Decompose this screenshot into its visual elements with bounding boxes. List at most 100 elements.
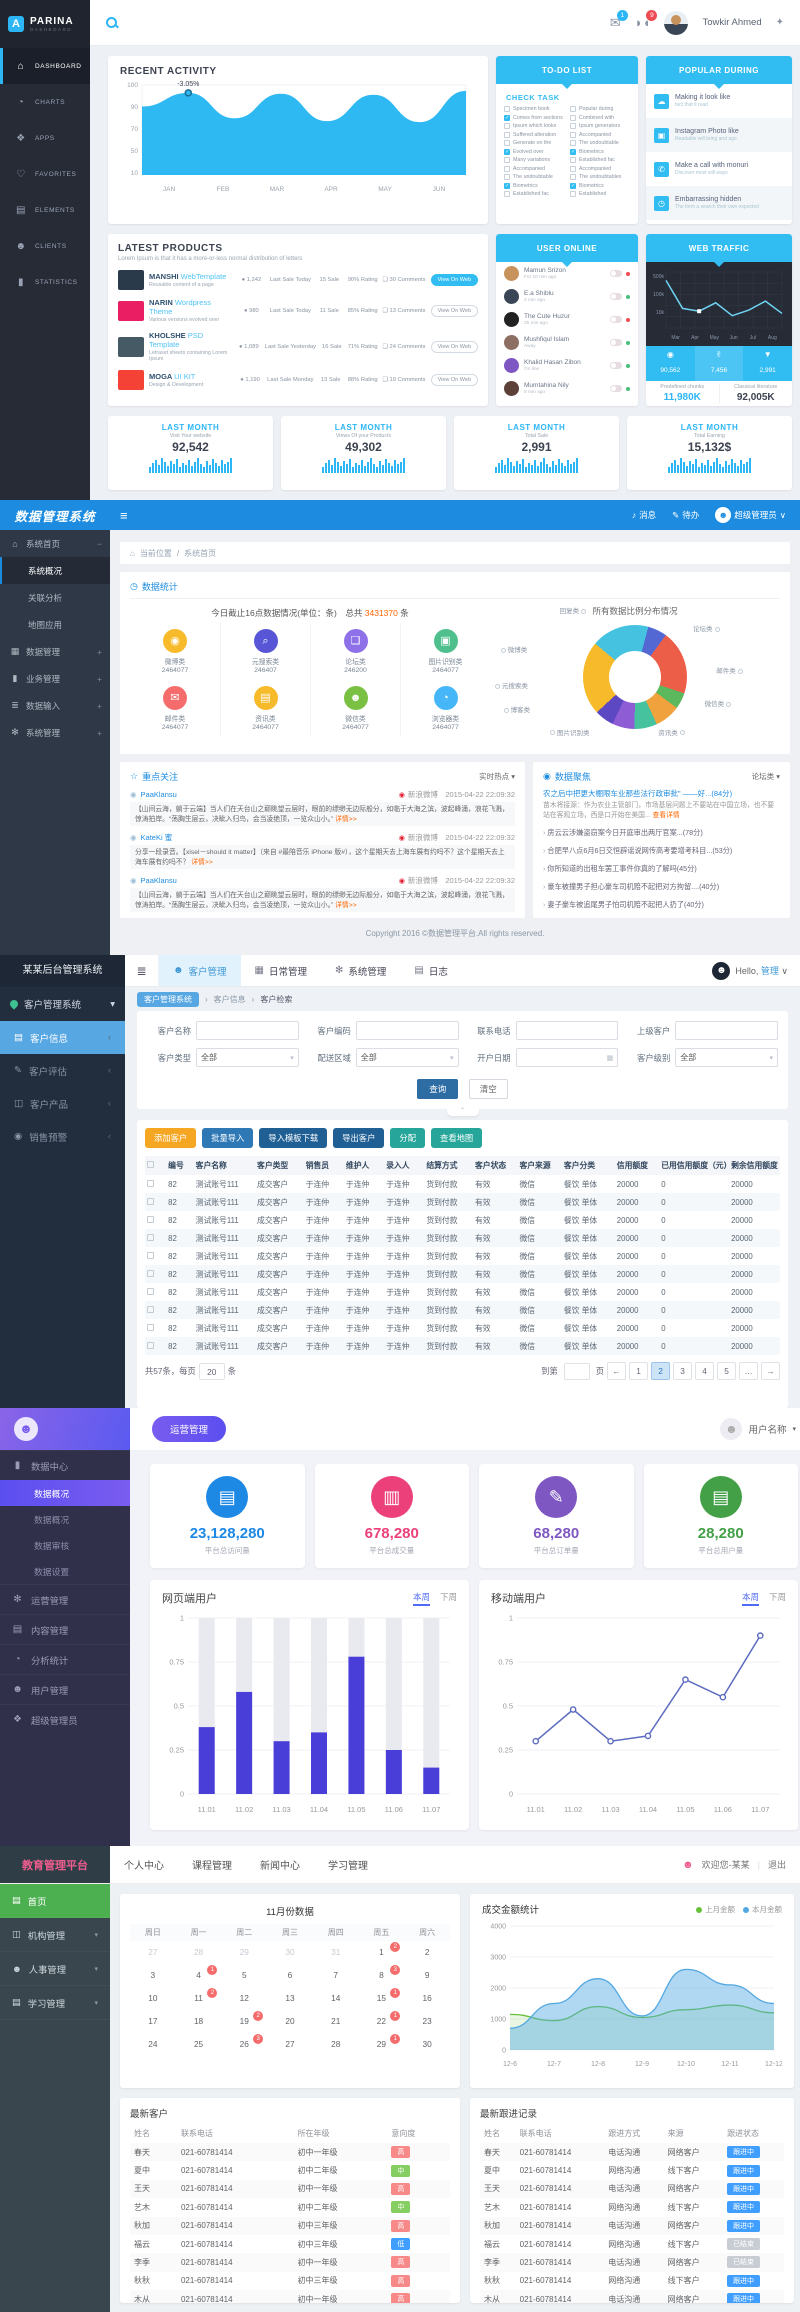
sidebar-item-学习管理[interactable]: ▤ 学习管理 ▾ — [0, 1986, 110, 2020]
prev-page-button[interactable]: ← — [607, 1362, 626, 1380]
toggle[interactable] — [610, 270, 622, 277]
goto-page-input[interactable] — [563, 1362, 590, 1380]
sidebar-item-首页[interactable]: ▤ 首页 — [0, 1884, 110, 1918]
collapse-handle[interactable]: ⌃ — [446, 1108, 479, 1116]
table-row[interactable]: 木从 021-60781414 初中一年级高 — [130, 2290, 450, 2303]
datafocus-item[interactable]: 你所知道的出租车罢工事件你真的了解吗(45分) — [543, 864, 780, 874]
view-on-web-button[interactable]: View On Web — [430, 374, 479, 386]
view-on-web-button[interactable]: View On Web — [430, 340, 479, 353]
logout-link[interactable]: 退出 — [767, 1860, 786, 1870]
todo-item[interactable]: ✓ Biometrics — [570, 148, 604, 155]
row-checkbox[interactable] — [147, 1197, 154, 1205]
user-name[interactable]: Towkir Ahmed — [702, 17, 762, 28]
tab-系统管理[interactable]: ✻ 系统管理 — [335, 965, 387, 978]
checkbox[interactable] — [570, 174, 576, 180]
nav-item-新闻中心[interactable]: 新闻中心 — [260, 1861, 300, 1872]
calendar-day[interactable]: 16 — [422, 1993, 432, 2003]
toggle[interactable] — [610, 316, 622, 323]
table-row[interactable]: 82 测试账号111 成交客户 于连仲 于连仲 于连仲 货到付款 有效 微信 餐饮 单体 20000… — [145, 1211, 780, 1229]
traffic-stat[interactable]: ▼ 2,991 — [743, 346, 792, 381]
calendar-day[interactable]: 12 — [239, 1993, 249, 2003]
text-input[interactable] — [675, 1021, 778, 1040]
sidebar-group[interactable]: ☻ 用户管理 — [0, 1674, 130, 1704]
sidebar-item[interactable]: ▤ 客户信息 ‹ — [0, 1021, 125, 1054]
popular-item[interactable]: ☁ Making it look like fact that it read — [646, 84, 792, 118]
table-row[interactable]: 春天 021-60781414 电话沟通 网络客户 跟进中 — [480, 2143, 784, 2162]
sidebar-item[interactable]: 数据概况 — [0, 1480, 130, 1506]
sidebar-group[interactable]: ▦ 数据管理 + — [10, 646, 102, 657]
checkbox[interactable] — [504, 157, 510, 163]
calendar-day[interactable]: 14 — [331, 1993, 341, 2003]
todo-item[interactable]: The undoubtables — [570, 174, 630, 180]
calendar-day[interactable]: 28 — [331, 2039, 341, 2049]
todo-item[interactable]: Generate on the — [504, 140, 564, 146]
table-row[interactable]: 王天 021-60781414 初中一年级高 — [130, 2179, 450, 2199]
toggle[interactable] — [610, 293, 622, 300]
calendar-day[interactable]: 13 — [285, 1993, 295, 2003]
checkbox[interactable]: ✓ — [504, 182, 510, 189]
account-menu[interactable]: ☻ 超级管理员 ∨ — [715, 507, 786, 523]
calendar-day[interactable]: 27 — [285, 2039, 295, 2049]
sidebar-group[interactable]: ❖ 超级管理员 — [0, 1704, 130, 1734]
page-button-4[interactable]: 4 — [695, 1362, 714, 1380]
messages-icon[interactable]: ✉ 1 — [610, 9, 628, 31]
tab-日常管理[interactable]: ▦ 日常管理 — [254, 965, 308, 978]
toolbar-button-添加客户[interactable]: 添加客户 — [145, 1128, 197, 1148]
table-row[interactable]: 82 测试账号111 成交客户 于连仲 于连仲 于连仲 货到付款 有效 微信 餐饮 单体 20000… — [145, 1193, 780, 1211]
sidebar-item[interactable]: 地图应用 — [28, 619, 63, 630]
notifications-icon[interactable]: ◗◖ 9 — [635, 10, 658, 30]
table-row[interactable]: 秋加 021-60781414 电话沟通 网络客户 跟进中 — [480, 2216, 784, 2235]
account-menu[interactable]: ☻ 用户名称 ▾ — [720, 1418, 796, 1440]
todo-item[interactable]: Accompanied — [570, 165, 630, 172]
next-page-button[interactable]: → — [761, 1362, 780, 1380]
tab-next-week[interactable]: 下周 — [768, 1591, 786, 1602]
sidebar-item-clients[interactable]: ☻ CLIENTS — [15, 240, 67, 252]
table-row[interactable]: 艺木 021-60781414 初中二年级中 — [130, 2198, 450, 2216]
tab-next-week[interactable]: 下周 — [439, 1591, 457, 1602]
row-checkbox[interactable] — [147, 1269, 154, 1277]
row-checkbox[interactable] — [147, 1341, 154, 1349]
checkbox[interactable] — [504, 106, 510, 112]
nav-item-学习管理[interactable]: 学习管理 — [328, 1861, 368, 1872]
todo-item[interactable]: Specimen book — [504, 106, 564, 112]
hamburger-icon[interactable]: ≣ — [125, 955, 159, 986]
select-input[interactable]: 全部 ▾ — [675, 1048, 778, 1067]
calendar-day[interactable]: 26 3 — [221, 2033, 267, 2056]
table-row[interactable]: 秋秋 021-60781414 网络沟通 线下客户 跟进中 — [480, 2272, 784, 2290]
calendar-day[interactable]: 25 — [193, 2039, 204, 2049]
sidebar-group[interactable]: ≣ 数据输入 + — [11, 700, 102, 711]
todo-item[interactable]: Popular during — [570, 106, 630, 112]
view-on-web-button[interactable]: View On Web — [430, 304, 479, 317]
datafocus-item[interactable]: 豪车被撞男子担心豪车司机赔不起把对方拘留....(40分) — [543, 882, 780, 892]
text-input[interactable] — [196, 1021, 299, 1040]
datafocus-item[interactable]: 合肥早八点6月6日交恒辟谣说网传高考要增考科目...(53分) — [543, 846, 780, 856]
todo-item[interactable]: The undoubtable — [570, 140, 630, 146]
sidebar-item[interactable]: 系统概况 — [0, 557, 110, 584]
todo-item[interactable]: Ipsum which looks — [504, 123, 564, 129]
table-row[interactable]: 82 测试账号111 成交客户 于连仲 于连仲 于连仲 货到付款 有效 微信 餐饮 单体 20000… — [145, 1175, 780, 1193]
todo-item[interactable]: Established fac — [570, 157, 630, 163]
todo-item[interactable]: Many variations — [504, 157, 564, 163]
calendar-day[interactable]: 11 2 — [176, 1987, 222, 2010]
tab-this-week[interactable]: 本周 — [412, 1591, 430, 1606]
datafocus-item[interactable]: 房云云涉嫌盗窃案今日开庭审出两厅官案...(78分) — [543, 828, 780, 838]
online-user-row[interactable]: E.a Shiblu 2 min ago — [496, 285, 638, 308]
online-user-row[interactable]: The Cute Huzur 25 min ago — [496, 308, 638, 331]
toolbar-button-查看地图[interactable]: 查看地图 — [431, 1128, 483, 1148]
row-checkbox[interactable] — [147, 1305, 154, 1313]
detail-link[interactable]: 详情>> — [335, 815, 357, 823]
search-button[interactable]: 查询 — [417, 1079, 459, 1099]
hamburger-icon[interactable]: ≡ — [120, 507, 128, 523]
toolbar-button-导出客户[interactable]: 导出客户 — [333, 1128, 385, 1148]
online-user-row[interactable]: Mumtahina Nily 8 min ago — [496, 377, 638, 400]
sidebar-item[interactable]: ◫ 客户产品 ‹ — [14, 1098, 111, 1111]
row-checkbox[interactable] — [147, 1179, 154, 1187]
table-row[interactable]: 秋秋 021-60781414 初中三年级高 — [130, 2272, 450, 2290]
todo-link[interactable]: ✎ 待办 — [672, 509, 700, 521]
calendar-day[interactable]: 17 — [148, 2016, 158, 2026]
row-checkbox[interactable] — [147, 1287, 154, 1295]
todo-item[interactable]: Suffered alteration — [504, 131, 564, 138]
checkbox[interactable] — [570, 114, 576, 121]
checkbox[interactable]: ✓ — [504, 148, 510, 155]
